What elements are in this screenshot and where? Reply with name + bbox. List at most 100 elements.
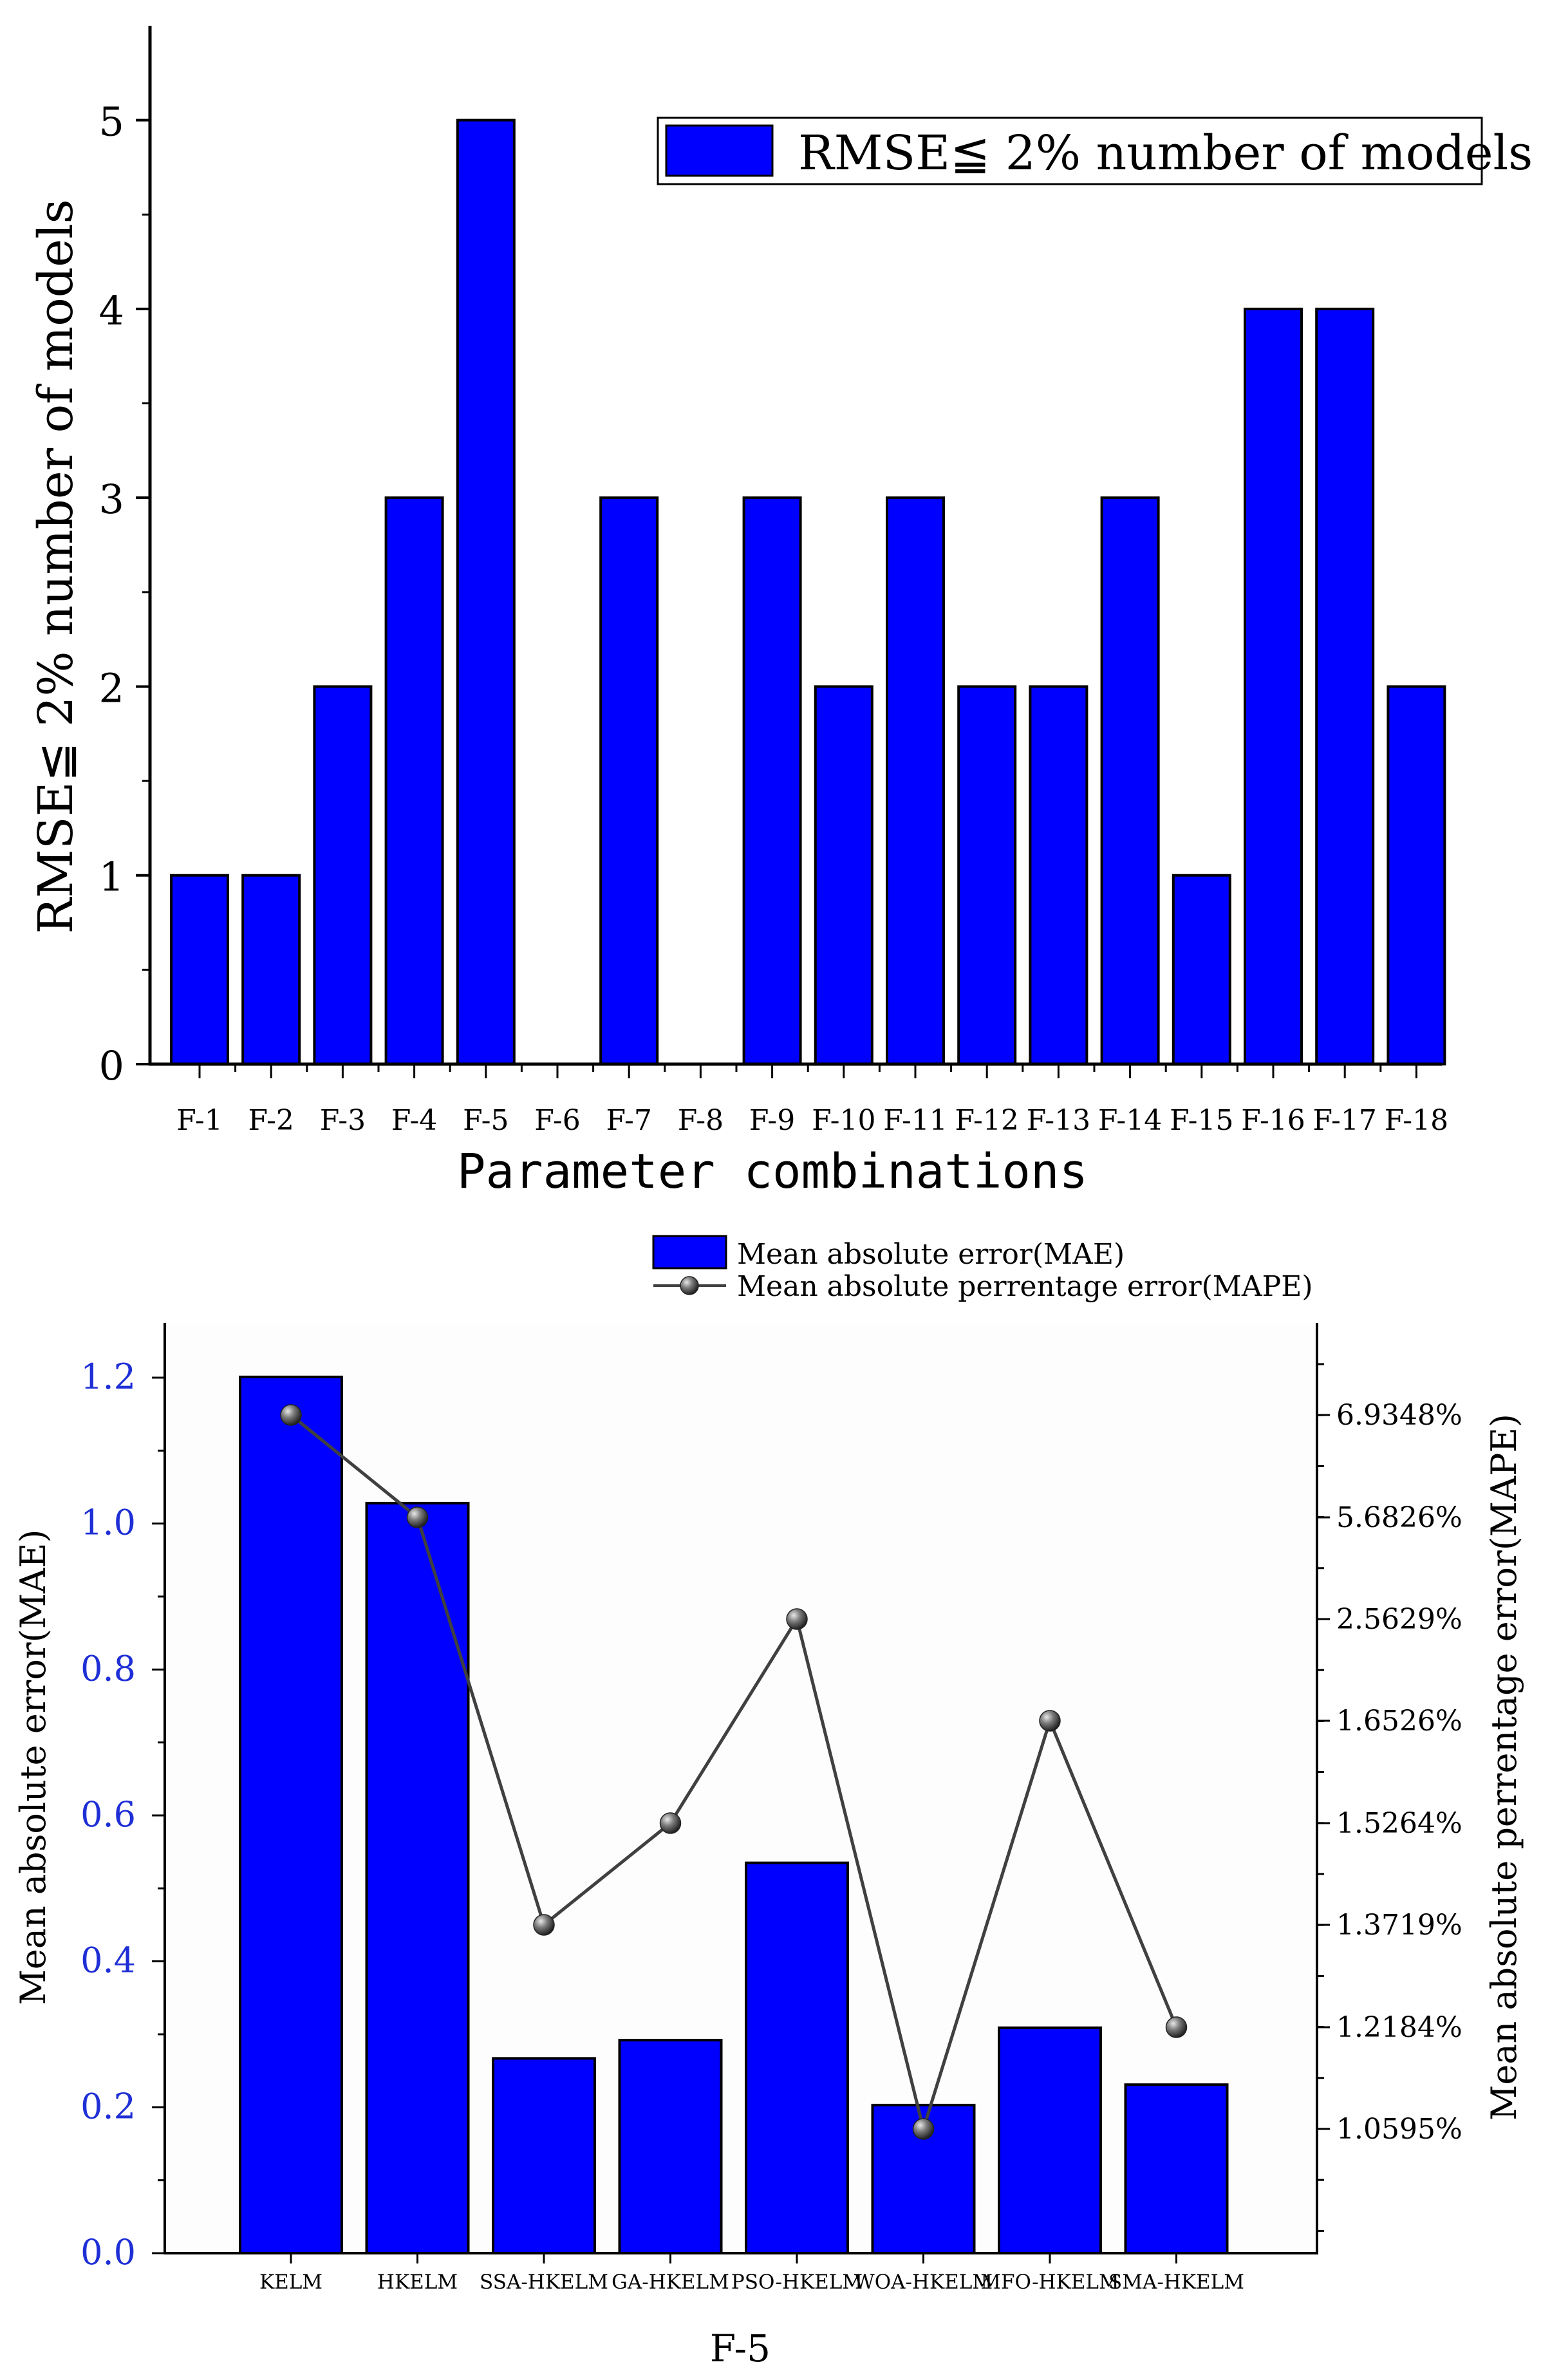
bottom-x-tick-label: HKELM xyxy=(377,2271,458,2294)
top-bar-F-18 xyxy=(1387,685,1446,1066)
mape-point-KELM xyxy=(280,1404,302,1426)
bottom-legend-label-mape: Mean absolute perrentage error(MAPE) xyxy=(737,1270,1313,1303)
top-x-tick-label: F-18 xyxy=(1385,1104,1448,1137)
bottom-legend-label-mae: Mean absolute error(MAE) xyxy=(737,1238,1125,1271)
bottom-right-axis-label: Mean absolute perrentage error(MAPE) xyxy=(1484,1414,1524,2121)
bottom-right-tick-label: 1.2184% xyxy=(1336,2011,1462,2044)
top-bar-F-14 xyxy=(1100,496,1160,1065)
top-bar-F-1 xyxy=(170,874,229,1066)
top-bar-F-4 xyxy=(384,496,444,1065)
top-legend-box xyxy=(657,117,1483,185)
top-bar-F-10 xyxy=(814,685,873,1066)
mae-bar-SMA-HKELM xyxy=(1124,2083,1229,2254)
bottom-right-tick-label: 1.3719% xyxy=(1336,1909,1462,1942)
bottom-left-tick-label: 0.0 xyxy=(80,2232,136,2272)
bottom-left-tick-label: 0.6 xyxy=(80,1794,136,1835)
top-x-tick-label: F-1 xyxy=(176,1104,222,1137)
mape-point-MFO-HKELM xyxy=(1039,1710,1061,1732)
top-x-tick-label: F-3 xyxy=(320,1104,366,1137)
top-bar-F-5 xyxy=(456,118,516,1066)
top-y-tick-label: 5 xyxy=(99,98,124,145)
top-legend: RMSE≦ 2% number of models xyxy=(657,117,1533,185)
bottom-left-tick-label: 1.0 xyxy=(80,1503,136,1543)
top-x-tick-label: F-11 xyxy=(883,1104,947,1137)
top-x-tick-label: F-15 xyxy=(1170,1104,1233,1137)
top-x-tick-label: F-6 xyxy=(534,1104,580,1137)
mae-bar-PSO-HKELM xyxy=(745,1861,849,2255)
top-y-tick-label: 2 xyxy=(99,664,124,711)
top-bar-F-15 xyxy=(1172,874,1231,1066)
bottom-right-tick-label: 1.0595% xyxy=(1336,2113,1462,2146)
bottom-x-ticks: KELM HKELM SSA-HKELM GA-HKELM PSO-HKELMWOA-H… xyxy=(259,2253,1244,2294)
top-y-axis-label: RMSE≦ 2% number of models xyxy=(28,199,84,933)
bottom-x-tick-label: WOA-HKELM xyxy=(854,2271,993,2294)
top-bar-F-7 xyxy=(599,496,659,1065)
top-legend-swatch xyxy=(665,124,774,177)
top-y-tick-label: 3 xyxy=(99,476,124,523)
top-x-tick-label: F-10 xyxy=(812,1104,875,1137)
top-y-tick-label: 1 xyxy=(99,854,124,901)
top-axes xyxy=(148,26,1442,1066)
top-bar-F-16 xyxy=(1244,307,1303,1066)
top-x-tick-label: F-8 xyxy=(678,1104,724,1137)
top-bar-F-13 xyxy=(1029,685,1088,1066)
bottom-x-tick-label: PSO-HKELM xyxy=(731,2271,863,2294)
top-x-ticks: F-1 F-2 F-3 F-4 F-5 F-6 F-7 F-8 F-9 F-10 F-11 F-12 F… xyxy=(176,1064,1448,1137)
top-x-axis-label: Parameter combinations xyxy=(457,1144,1088,1199)
top-x-tick-label: F-12 xyxy=(955,1104,1018,1137)
bottom-x-tick-label: SMA-HKELM xyxy=(1108,2271,1244,2294)
bottom-legend-swatch-mae xyxy=(652,1235,727,1270)
top-bar-F-17 xyxy=(1315,307,1375,1066)
top-x-tick-label: F-13 xyxy=(1027,1104,1090,1137)
mae-bar-KELM xyxy=(239,1375,343,2254)
mape-point-SSA-HKELM xyxy=(533,1914,555,1936)
top-x-tick-label: F-7 xyxy=(606,1104,651,1137)
top-x-tick-label: F-4 xyxy=(391,1104,437,1137)
bottom-left-tick-label: 0.2 xyxy=(80,2086,136,2126)
mae-bar-SSA-HKELM xyxy=(492,2057,596,2254)
mape-point-SMA-HKELM xyxy=(1165,2016,1188,2038)
top-bar-F-2 xyxy=(241,874,301,1066)
bottom-x-tick-label: MFO-HKELM xyxy=(980,2271,1119,2294)
mape-point-GA-HKELM xyxy=(659,1812,682,1834)
bottom-right-tick-label: 2.5629% xyxy=(1336,1603,1462,1636)
bottom-bars-group xyxy=(239,1375,1229,2255)
mae-bar-GA-HKELM xyxy=(618,2039,723,2254)
top-x-tick-label: F-9 xyxy=(749,1104,795,1137)
bottom-x-axis-label: F-5 xyxy=(710,2327,770,2370)
bottom-left-tick-label: 1.2 xyxy=(80,1356,136,1397)
bottom-right-tick-label: 6.9348% xyxy=(1336,1399,1462,1432)
top-x-tick-label: F-17 xyxy=(1312,1104,1376,1137)
bottom-legend-marker-mape xyxy=(680,1276,699,1295)
bottom-combo-chart: 0.0 0.2 0.4 0.6 0.8 1.0 1.2 1.0595% 1.2184% 1.37… xyxy=(13,1235,1524,2370)
bottom-left-tick-label: 0.4 xyxy=(80,1940,136,1981)
top-bar-F-3 xyxy=(313,685,373,1066)
bottom-right-ticks: 1.0595% 1.2184% 1.3719% 1.5264% 1.6526% 2.562… xyxy=(1317,1363,1462,2232)
bottom-left-ticks: 0.0 0.2 0.4 0.6 0.8 1.0 1.2 xyxy=(80,1356,165,2272)
bottom-right-tick-label: 1.5264% xyxy=(1336,1807,1462,1840)
mae-bar-HKELM xyxy=(365,1501,470,2254)
bottom-legend: Mean absolute error(MAE) Mean absolute p… xyxy=(652,1235,1313,1303)
mape-point-HKELM xyxy=(406,1506,429,1528)
top-x-tick-label: F-16 xyxy=(1241,1104,1305,1137)
bottom-x-tick-label: SSA-HKELM xyxy=(480,2271,608,2294)
mape-point-WOA-HKELM xyxy=(912,2118,935,2140)
mae-bar-MFO-HKELM xyxy=(998,2026,1102,2255)
bottom-right-tick-label: 5.6826% xyxy=(1336,1501,1462,1534)
top-y-tick-label: 4 xyxy=(99,287,124,334)
top-bar-F-12 xyxy=(957,685,1017,1066)
bottom-left-tick-label: 0.8 xyxy=(80,1648,136,1689)
bottom-right-tick-label: 1.6526% xyxy=(1336,1705,1462,1738)
bottom-left-axis-label: Mean absolute error(MAE) xyxy=(13,1530,53,2005)
bottom-x-tick-label: GA-HKELM xyxy=(612,2271,729,2294)
top-bar-F-9 xyxy=(742,496,802,1065)
bottom-x-tick-label: KELM xyxy=(259,2271,322,2294)
top-bar-F-11 xyxy=(886,496,945,1065)
top-x-tick-label: F-14 xyxy=(1098,1104,1162,1137)
top-bars-group xyxy=(170,118,1446,1066)
top-y-ticks: 0 1 2 3 4 5 xyxy=(99,98,150,1089)
top-y-tick-label: 0 xyxy=(99,1042,124,1089)
mape-point-PSO-HKELM xyxy=(786,1608,808,1630)
